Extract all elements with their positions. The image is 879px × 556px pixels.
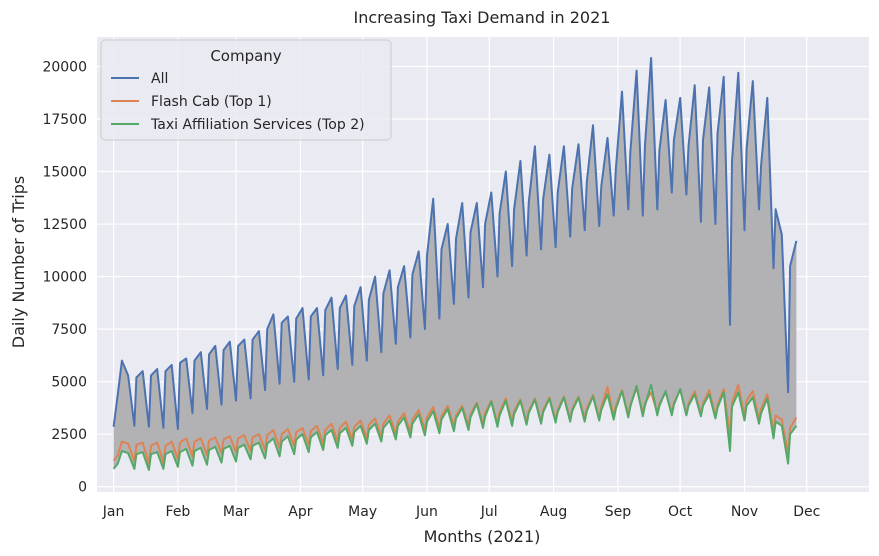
x-tick-label: Jan	[102, 504, 125, 520]
x-tick-label: May	[348, 504, 377, 520]
y-tick-label: 17500	[42, 112, 87, 128]
y-tick-label: 12500	[42, 217, 87, 233]
x-tick-label: Mar	[223, 504, 250, 520]
y-tick-label: 7500	[51, 322, 87, 338]
y-tick-label: 5000	[51, 375, 87, 391]
x-tick-label: Oct	[668, 504, 693, 520]
x-tick-label: Apr	[288, 504, 312, 520]
x-tick-label: Sep	[605, 504, 632, 520]
x-tick-label: Dec	[793, 504, 820, 520]
x-tick-label: Aug	[540, 504, 567, 520]
x-tick-label: Jul	[480, 504, 498, 520]
legend-label-all: All	[151, 71, 168, 87]
y-tick-label: 10000	[42, 270, 87, 286]
x-tick-label: Nov	[731, 504, 758, 520]
series-line-taxi-affiliation-services-top-2	[112, 383, 798, 471]
x-tick-label: Feb	[166, 504, 191, 520]
y-tick-label: 15000	[42, 165, 87, 181]
legend: Company All Flash Cab (Top 1) Taxi Affil…	[100, 39, 392, 141]
chart-title: Increasing Taxi Demand in 2021	[354, 8, 611, 27]
legend-title: Company	[210, 47, 281, 65]
y-axis-title: Daily Number of Trips	[9, 176, 28, 348]
legend-box	[100, 39, 392, 141]
x-axis-title: Months (2021)	[424, 527, 541, 546]
series-lines-layer	[112, 57, 798, 471]
tick-labels-layer: 0 2500 5000 7500 10000 12500 15000 17500 20000 Ja…	[42, 59, 820, 520]
x-tick-label: Jun	[415, 504, 438, 520]
series-line-all	[112, 57, 798, 430]
legend-label-flash-cab: Flash Cab (Top 1)	[151, 94, 272, 110]
y-tick-label: 2500	[51, 427, 87, 443]
legend-label-taxi-affiliation: Taxi Affiliation Services (Top 2)	[150, 117, 365, 133]
y-tick-label: 0	[78, 480, 87, 496]
y-tick-label: 20000	[42, 59, 87, 75]
